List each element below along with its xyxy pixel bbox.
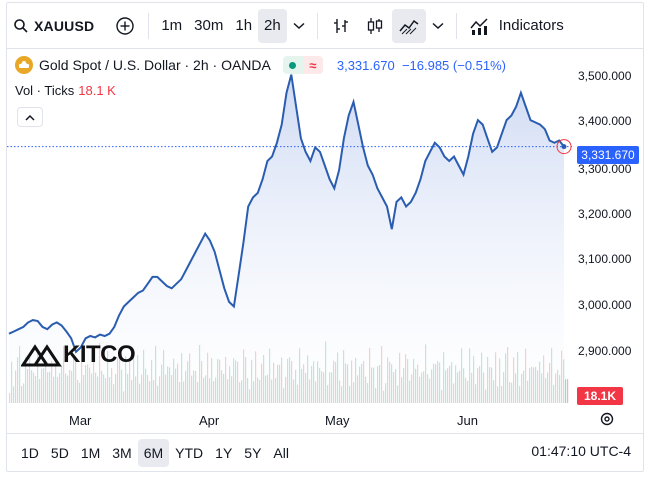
interval-1h[interactable]: 1h <box>235 17 253 34</box>
time-axis-label: May <box>325 413 350 428</box>
market-status[interactable]: ≈ <box>282 56 323 74</box>
kitco-mark-icon <box>21 344 62 367</box>
price-axis-label: 3,000.000 <box>578 298 632 312</box>
chevron-down-icon <box>432 22 444 29</box>
price-line <box>8 74 565 354</box>
toolbar-divider <box>148 12 150 39</box>
bar-chart-icon <box>333 18 348 33</box>
current-price-tag: 3,331.670 <box>577 146 639 164</box>
symbol-search[interactable]: XAUUSD <box>7 9 94 43</box>
volume-value: 18.1 K <box>78 83 116 98</box>
kitco-logo: KITCO <box>21 341 136 369</box>
area-style-button[interactable] <box>391 8 426 43</box>
gold-symbol-icon <box>15 56 33 74</box>
symbol-label: XAUUSD <box>34 17 95 34</box>
market-open-indicator <box>282 56 303 74</box>
search-icon <box>14 18 28 33</box>
chart-legend: Gold Spot / U.S. Dollar · 2h · OANDA ≈ 3… <box>15 56 506 74</box>
last-price-marker <box>556 139 572 155</box>
interval-1m[interactable]: 1m <box>161 17 183 34</box>
range-all[interactable]: All <box>273 444 289 461</box>
volume-label: Vol · Ticks <box>15 83 75 98</box>
volume-bar <box>567 379 569 403</box>
range-ytd[interactable]: YTD <box>175 444 204 461</box>
chevron-down-icon <box>293 22 305 29</box>
indicators-label: Indicators <box>498 17 564 34</box>
range-5d[interactable]: 5D <box>50 444 69 461</box>
time-axis-label: Mar <box>69 413 92 428</box>
price-plot[interactable] <box>7 51 572 406</box>
chevron-up-icon <box>25 114 35 121</box>
interval-2h[interactable]: 2h <box>258 8 287 43</box>
range-1m[interactable]: 1M <box>80 444 101 461</box>
chart-type-dropdown[interactable] <box>426 9 450 43</box>
add-circle-icon <box>116 16 135 35</box>
legend-change: −16.985 (−0.51%) <box>401 57 507 73</box>
price-axis-label: 3,300.000 <box>578 162 632 176</box>
toolbar-divider <box>455 12 457 39</box>
price-axis-label: 2,900.000 <box>578 344 632 358</box>
range-bar: 1D 5D 1M 3M 6M YTD 1Y 5Y All <box>7 433 643 471</box>
chart-settings-button[interactable] <box>599 411 615 432</box>
range-3m[interactable]: 3M <box>112 444 132 461</box>
compare-button[interactable] <box>108 9 142 43</box>
toolbar-divider <box>316 12 318 39</box>
last-price-dot <box>561 144 567 150</box>
volume-bar <box>565 379 567 403</box>
time-axis-label: Jun <box>457 413 478 428</box>
bars-style-button[interactable] <box>324 9 358 43</box>
price-axis-label: 3,100.000 <box>578 252 632 266</box>
volume-legend: Vol · Ticks 18.1 K <box>15 83 116 98</box>
collapse-legend-button[interactable] <box>17 107 43 127</box>
kitco-wordmark: KITCO <box>63 341 136 368</box>
legend-price: 3,331.670 −16.985 (−0.51%) <box>337 58 506 73</box>
volume-tag: 18.1K <box>577 387 623 405</box>
legend-last-price: 3,331.670 <box>336 57 395 73</box>
area-chart-icon <box>399 19 419 34</box>
price-axis-label: 3,200.000 <box>578 207 632 221</box>
timezone-clock[interactable]: 01:47:10 UTC-4 <box>531 443 631 459</box>
range-1y[interactable]: 1Y <box>215 444 233 461</box>
gear-icon <box>600 412 614 426</box>
indicators-icon <box>470 17 488 35</box>
price-axis-label: 3,500.000 <box>578 69 632 83</box>
range-6m[interactable]: 6M <box>137 438 170 467</box>
chart-title: Gold Spot / U.S. Dollar · 2h · OANDA <box>39 57 271 73</box>
interval-dropdown[interactable] <box>287 9 311 43</box>
chart-widget: XAUUSD 1m 30m 1h 2h Indicators <box>6 2 644 472</box>
price-axis-label: 3,400.000 <box>578 114 632 128</box>
price-area <box>9 74 564 403</box>
top-toolbar: XAUUSD 1m 30m 1h 2h Indicators <box>7 3 643 49</box>
range-5y[interactable]: 5Y <box>244 444 262 461</box>
range-1d[interactable]: 1D <box>21 444 39 461</box>
indicators-button[interactable]: Indicators <box>463 9 570 43</box>
interval-30m[interactable]: 30m <box>194 17 224 34</box>
delayed-data-icon: ≈ <box>302 56 323 74</box>
candlestick-icon <box>367 17 382 34</box>
candles-style-button[interactable] <box>358 9 392 43</box>
time-axis-label: Apr <box>199 413 220 428</box>
